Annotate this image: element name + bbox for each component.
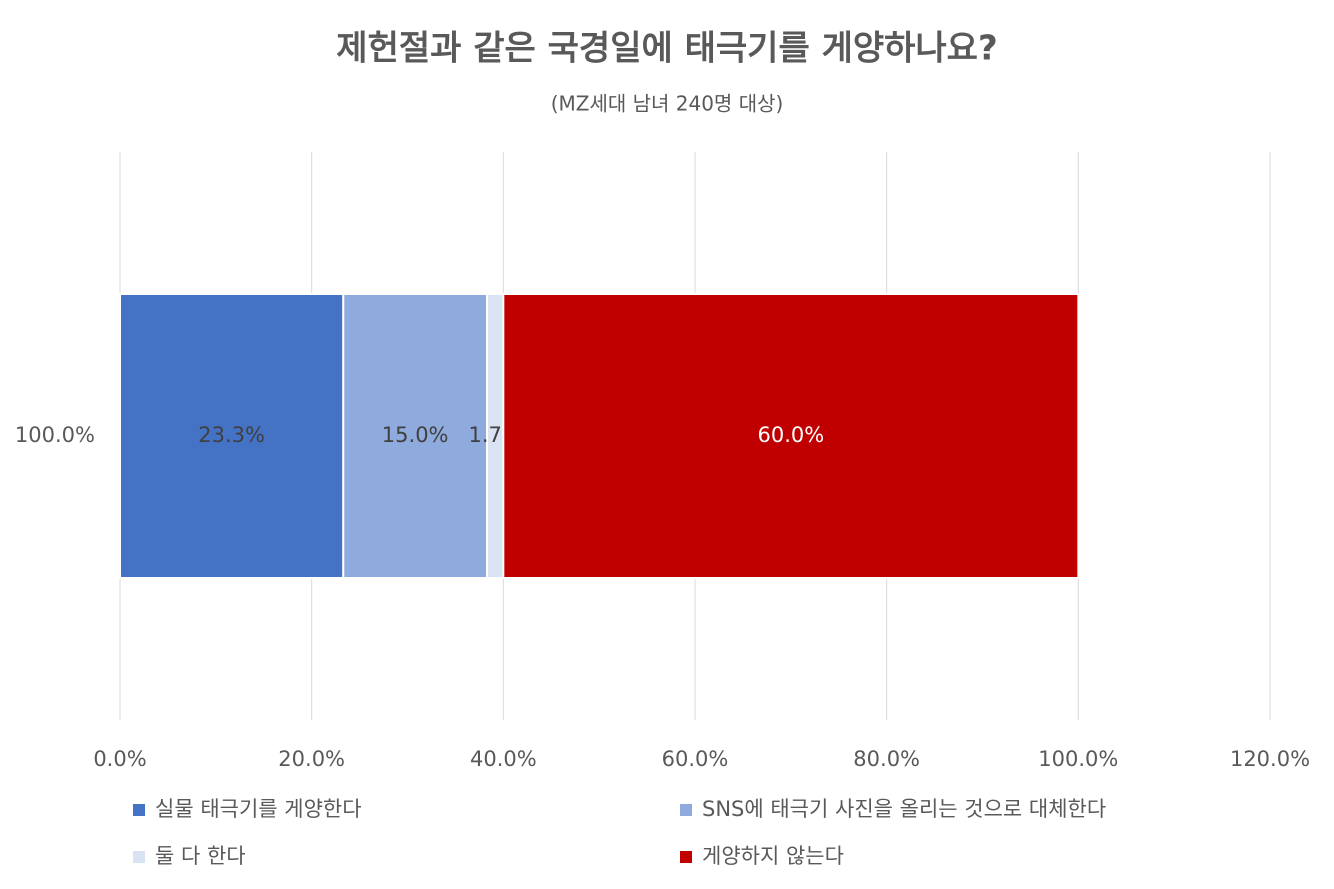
bar-segment bbox=[119, 293, 345, 579]
legend-swatch bbox=[680, 804, 692, 816]
legend-label: 게양하지 않는다 bbox=[702, 844, 844, 868]
chart-subtitle: (MZ세대 남녀 240명 대상) bbox=[551, 92, 784, 116]
x-tick-label: 40.0% bbox=[470, 747, 537, 771]
legend-label: 실물 태극기를 게양한다 bbox=[155, 797, 362, 821]
legend-swatch bbox=[133, 804, 145, 816]
value-label: 23.3% bbox=[198, 423, 265, 447]
x-tick-label: 100.0% bbox=[1038, 747, 1118, 771]
x-tick-label: 80.0% bbox=[853, 747, 920, 771]
y-tick-label: 100.0% bbox=[15, 423, 95, 447]
value-label: 60.0% bbox=[757, 423, 824, 447]
legend-swatch bbox=[133, 851, 145, 863]
bar-segment bbox=[502, 293, 1080, 579]
x-tick-label: 20.0% bbox=[278, 747, 345, 771]
chart-title: 제헌절과 같은 국경일에 태극기를 게양하나요? bbox=[336, 29, 997, 69]
x-tick-label: 60.0% bbox=[662, 747, 729, 771]
legend-label: SNS에 태극기 사진을 올리는 것으로 대체한다 bbox=[702, 797, 1106, 821]
legend-swatch bbox=[680, 851, 692, 863]
legend-label: 둘 다 한다 bbox=[155, 844, 246, 868]
bar-segment bbox=[342, 293, 489, 579]
x-tick-label: 0.0% bbox=[93, 747, 146, 771]
x-tick-label: 120.0% bbox=[1230, 747, 1310, 771]
value-label: 15.0% bbox=[382, 423, 449, 447]
